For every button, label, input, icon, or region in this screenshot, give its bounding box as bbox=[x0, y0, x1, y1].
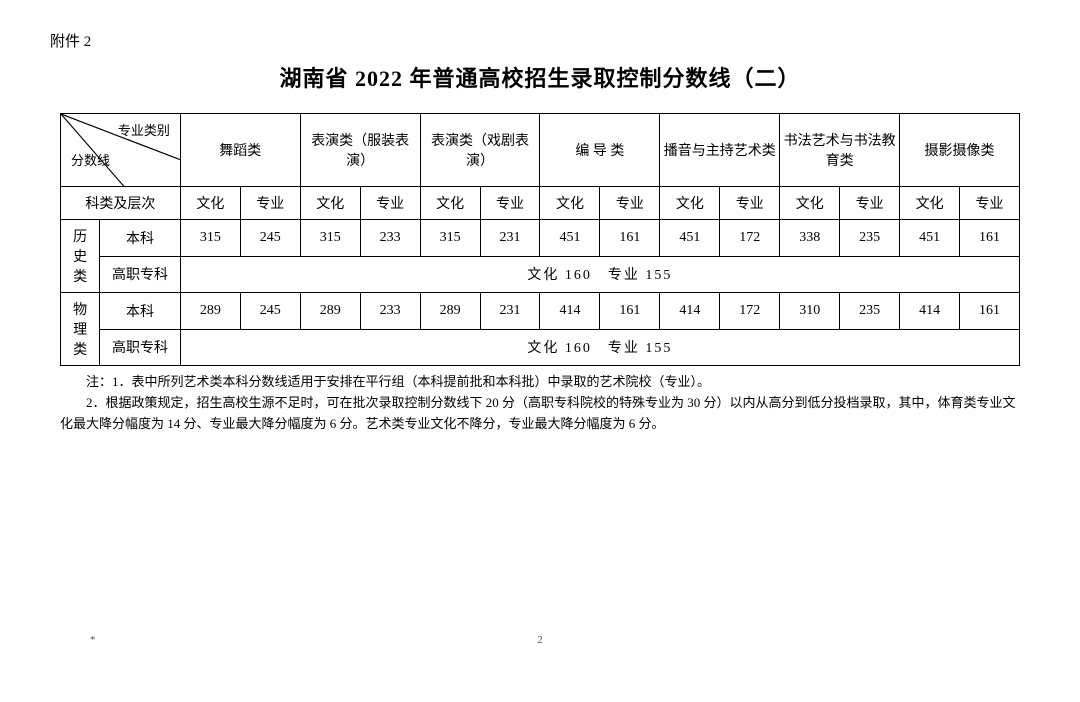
score-cell: 338 bbox=[780, 220, 840, 257]
cat-1: 表演类（服装表演） bbox=[300, 114, 420, 187]
subject-group: 历史类 bbox=[61, 220, 100, 293]
note-2: 2．根据政策规定，招生高校生源不足时，可在批次录取控制分数线下 20 分（高职专… bbox=[60, 393, 1020, 435]
score-cell: 161 bbox=[960, 220, 1020, 257]
subhead-major: 专业 bbox=[480, 187, 540, 220]
score-cell: 245 bbox=[240, 220, 300, 257]
score-cell: 315 bbox=[420, 220, 480, 257]
cat-2: 表演类（戏剧表演） bbox=[420, 114, 540, 187]
score-cell: 451 bbox=[660, 220, 720, 257]
corner-mark: * bbox=[90, 634, 96, 646]
score-cell: 235 bbox=[840, 293, 900, 330]
score-cell: 289 bbox=[180, 293, 240, 330]
score-cell: 414 bbox=[900, 293, 960, 330]
subhead-culture: 文化 bbox=[660, 187, 720, 220]
level-label: 高职专科 bbox=[100, 329, 181, 366]
score-cell: 161 bbox=[600, 293, 660, 330]
merged-score: 文化 160 专业 155 bbox=[180, 329, 1019, 366]
subhead-culture: 文化 bbox=[300, 187, 360, 220]
subhead-culture: 文化 bbox=[900, 187, 960, 220]
page-number: 2 bbox=[537, 634, 543, 646]
score-cell: 310 bbox=[780, 293, 840, 330]
score-cell: 172 bbox=[720, 293, 780, 330]
cat-0: 舞蹈类 bbox=[180, 114, 300, 187]
score-cell: 161 bbox=[600, 220, 660, 257]
level-label: 本科 bbox=[100, 293, 181, 330]
subhead-culture: 文化 bbox=[180, 187, 240, 220]
cat-3: 编 导 类 bbox=[540, 114, 660, 187]
cat-6: 摄影摄像类 bbox=[900, 114, 1020, 187]
score-cell: 451 bbox=[900, 220, 960, 257]
diag-mid-label: 分数线 bbox=[71, 150, 110, 169]
notes-block: 注：1．表中所列艺术类本科分数线适用于安排在平行组（本科提前批和本科批）中录取的… bbox=[60, 372, 1020, 434]
score-cell: 289 bbox=[300, 293, 360, 330]
score-cell: 231 bbox=[480, 293, 540, 330]
subhead-major: 专业 bbox=[960, 187, 1020, 220]
subhead-major: 专业 bbox=[600, 187, 660, 220]
diag-bottom-label: 科类及层次 bbox=[61, 187, 181, 220]
score-cell: 245 bbox=[240, 293, 300, 330]
score-cell: 315 bbox=[300, 220, 360, 257]
subject-group: 物理类 bbox=[61, 293, 100, 366]
score-cell: 235 bbox=[840, 220, 900, 257]
score-cell: 289 bbox=[420, 293, 480, 330]
page-title: 湖南省 2022 年普通高校招生录取控制分数线（二） bbox=[50, 61, 1030, 93]
score-table: 专业类别分数线舞蹈类表演类（服装表演）表演类（戏剧表演）编 导 类播音与主持艺术… bbox=[60, 113, 1020, 366]
score-cell: 315 bbox=[180, 220, 240, 257]
score-cell: 231 bbox=[480, 220, 540, 257]
diagonal-header: 专业类别分数线 bbox=[61, 114, 181, 187]
score-cell: 172 bbox=[720, 220, 780, 257]
subhead-major: 专业 bbox=[240, 187, 300, 220]
diag-top-label: 专业类别 bbox=[118, 120, 170, 139]
score-cell: 233 bbox=[360, 220, 420, 257]
cat-5: 书法艺术与书法教育类 bbox=[780, 114, 900, 187]
level-label: 本科 bbox=[100, 220, 181, 257]
attachment-label: 附件 2 bbox=[50, 30, 1030, 51]
subhead-culture: 文化 bbox=[420, 187, 480, 220]
level-label: 高职专科 bbox=[100, 256, 181, 293]
subhead-major: 专业 bbox=[840, 187, 900, 220]
score-cell: 233 bbox=[360, 293, 420, 330]
score-cell: 414 bbox=[540, 293, 600, 330]
subhead-major: 专业 bbox=[360, 187, 420, 220]
score-cell: 414 bbox=[660, 293, 720, 330]
subhead-culture: 文化 bbox=[540, 187, 600, 220]
score-cell: 451 bbox=[540, 220, 600, 257]
cat-4: 播音与主持艺术类 bbox=[660, 114, 780, 187]
merged-score: 文化 160 专业 155 bbox=[180, 256, 1019, 293]
subhead-major: 专业 bbox=[720, 187, 780, 220]
subhead-culture: 文化 bbox=[780, 187, 840, 220]
score-cell: 161 bbox=[960, 293, 1020, 330]
note-1: 注：1．表中所列艺术类本科分数线适用于安排在平行组（本科提前批和本科批）中录取的… bbox=[60, 372, 1020, 393]
